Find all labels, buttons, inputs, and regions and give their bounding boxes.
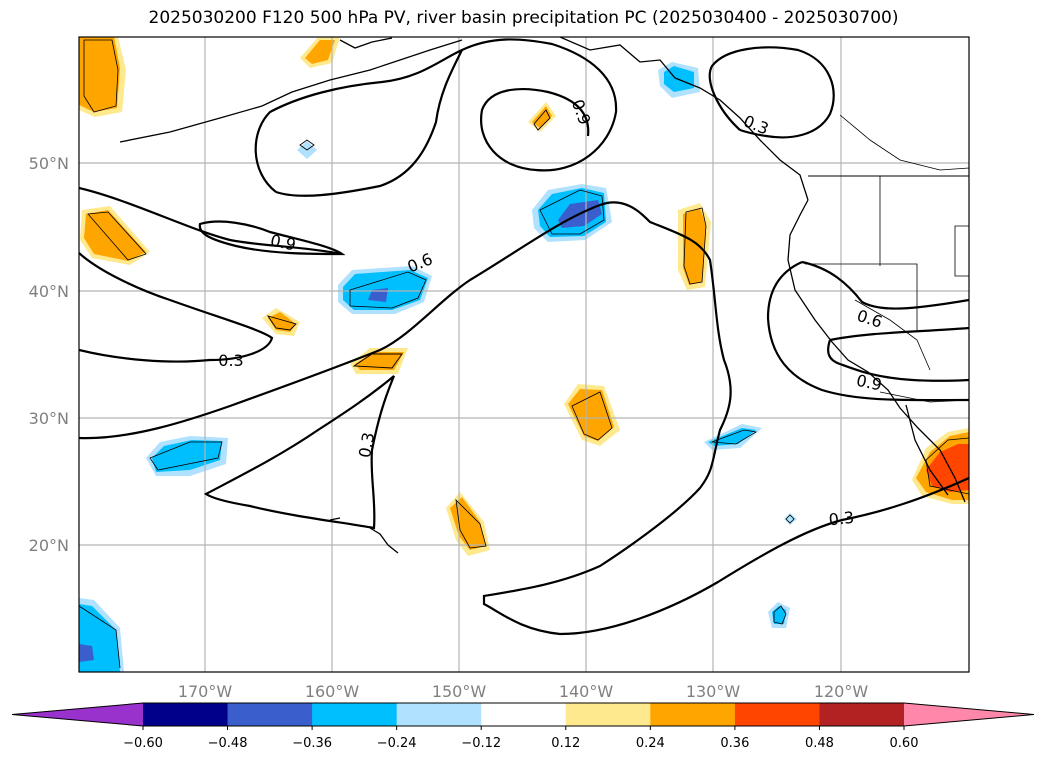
lon-label: 120°W bbox=[814, 682, 869, 701]
precip-area bbox=[79, 644, 94, 662]
colorbar-cell bbox=[650, 703, 736, 726]
coastlines bbox=[79, 37, 969, 669]
precip-area bbox=[305, 40, 335, 64]
lat-label: 30°N bbox=[29, 409, 69, 428]
precip-area bbox=[683, 208, 706, 285]
colorbar-tick-label: −0.24 bbox=[377, 736, 417, 751]
longitude-axis: 170°W 160°W 150°W 140°W 130°W 120°W bbox=[178, 682, 869, 701]
colorbar-extension-high bbox=[904, 703, 1034, 726]
graticule bbox=[79, 37, 969, 672]
contour-label: 0.3 bbox=[355, 431, 378, 459]
colorbar-tick-label: −0.60 bbox=[123, 736, 163, 751]
colorbar-tick-label: −0.12 bbox=[461, 736, 501, 751]
colorbar-tick-label: 0.48 bbox=[805, 736, 834, 751]
contour-labels: 0.9 0.3 0.9 0.6 0.3 0.3 0.6 0.9 0.3 bbox=[218, 97, 884, 529]
map-frame bbox=[78, 36, 970, 673]
colorbar-cell bbox=[734, 703, 820, 726]
lon-label: 160°W bbox=[305, 682, 360, 701]
lat-label: 40°N bbox=[29, 282, 69, 301]
precip-area bbox=[355, 352, 404, 370]
colorbar-cell bbox=[819, 703, 905, 726]
colorbar-tick-label: 0.12 bbox=[551, 736, 580, 751]
colorbar-tick-label: −0.48 bbox=[208, 736, 248, 751]
lat-label: 50°N bbox=[29, 154, 69, 173]
lat-label: 20°N bbox=[29, 536, 69, 555]
colorbar-cell bbox=[143, 703, 229, 726]
lon-label: 170°W bbox=[178, 682, 233, 701]
lon-label: 130°W bbox=[686, 682, 741, 701]
colorbar-extension-low bbox=[12, 703, 143, 726]
map-background bbox=[79, 37, 969, 672]
precip-area bbox=[79, 37, 120, 112]
latitude-axis: 50°N 40°N 30°N 20°N bbox=[29, 154, 69, 555]
contour-label: 0.3 bbox=[828, 508, 855, 530]
colorbar-tick-label: 0.24 bbox=[636, 736, 665, 751]
colorbar: −0.60 −0.48 −0.36 −0.24 −0.12 0.12 0.24 0.36 0.4… bbox=[11, 702, 1035, 751]
precip-area bbox=[84, 210, 146, 261]
colorbar-cell bbox=[565, 703, 651, 726]
lon-label: 150°W bbox=[432, 682, 487, 701]
contour-label: 0.9 bbox=[855, 371, 884, 395]
colorbar-cell bbox=[227, 703, 313, 726]
precip-area bbox=[708, 428, 756, 446]
lon-label: 140°W bbox=[559, 682, 614, 701]
contour-label: 0.3 bbox=[218, 351, 243, 370]
colorbar-tick-label: 0.60 bbox=[890, 736, 919, 751]
contour-label: 0.9 bbox=[269, 231, 298, 255]
pv-contours bbox=[79, 38, 969, 636]
colorbar-cell bbox=[312, 703, 398, 726]
map-title: 2025030200 F120 500 hPa PV, river basin … bbox=[148, 8, 899, 28]
colorbar-cell bbox=[481, 703, 567, 726]
precip-area bbox=[784, 513, 797, 525]
colorbar-tick-label: 0.36 bbox=[720, 736, 749, 751]
colorbar-tick-label: −0.36 bbox=[292, 736, 332, 751]
colorbar-cell bbox=[396, 703, 482, 726]
